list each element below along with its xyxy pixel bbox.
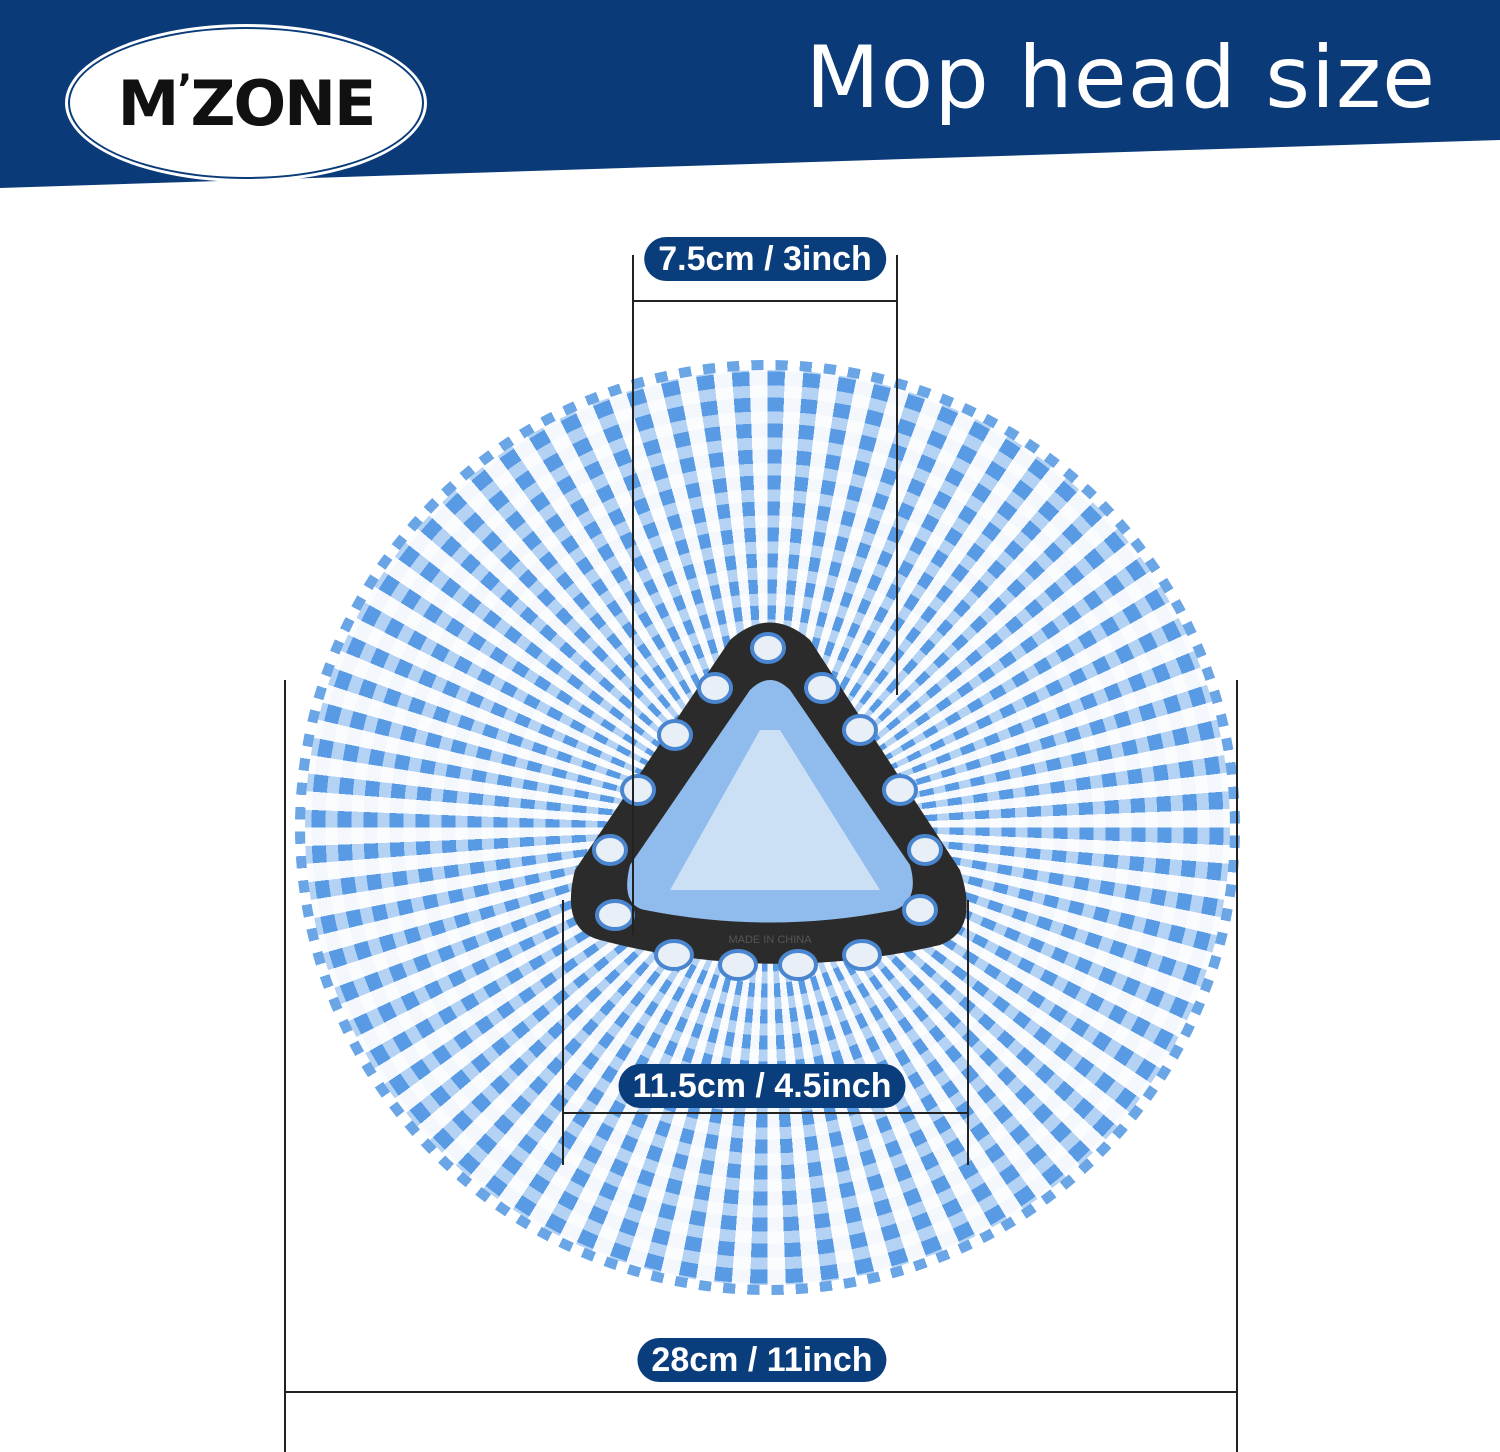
dimension-label-base: 11.5cm / 4.5inch xyxy=(618,1064,906,1108)
page-title: Mop head size xyxy=(805,28,1436,128)
dimension-line xyxy=(284,1391,1238,1393)
dimension-line xyxy=(896,255,898,695)
dimension-line xyxy=(284,680,286,1452)
dimension-line xyxy=(1236,680,1238,1452)
imprint-text: MADE IN CHINA xyxy=(728,934,812,946)
brand-logo: MʼZONE xyxy=(68,27,424,179)
triangle-frame: MADE IN CHINA xyxy=(570,622,967,981)
dimension-label-top: 7.5cm / 3inch xyxy=(644,237,886,281)
dimension-label-overall: 28cm / 11inch xyxy=(637,1338,887,1382)
dimension-line xyxy=(562,900,564,1165)
dimension-line xyxy=(632,300,898,302)
logo-text: MʼZONE xyxy=(117,66,377,140)
dimension-line xyxy=(967,900,969,1165)
dimension-line xyxy=(632,255,634,935)
dimension-line xyxy=(562,1112,969,1114)
